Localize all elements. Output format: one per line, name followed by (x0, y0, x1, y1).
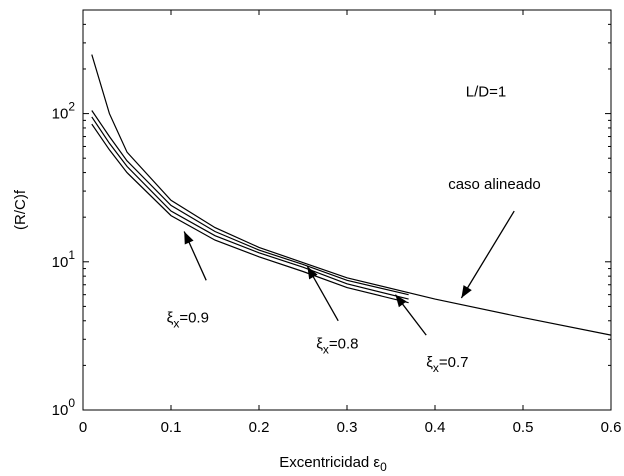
annotation-label: ξx=0.9 (167, 309, 209, 330)
series-line (91, 123, 409, 304)
plot-area (82, 9, 612, 411)
annotation-arrow-head (184, 231, 194, 245)
x-tick-label: 0.6 (601, 419, 622, 436)
annotation-label: ξx=0.7 (426, 354, 468, 375)
y-tick-label: 102 (52, 100, 76, 123)
annotation-arrow-head (395, 294, 407, 308)
x-tick-label: 0.3 (337, 419, 358, 436)
annotation-label: ξx=0.8 (316, 335, 358, 356)
series-line (91, 116, 409, 300)
x-axis-label-subscript: 0 (380, 460, 387, 474)
x-tick-label: 0.1 (161, 419, 182, 436)
series-line (91, 110, 409, 296)
x-tick-label: 0.4 (425, 419, 446, 436)
annotation-label: L/D=1 (466, 84, 506, 101)
x-tick-label: 0 (79, 419, 87, 436)
series-line (91, 54, 612, 336)
x-axis-label-main: Excentricidad ε (279, 454, 380, 471)
annotation-arrow-head (307, 266, 318, 280)
x-axis-label: Excentricidad ε0 (279, 454, 387, 474)
annotation-arrow-shaft (460, 210, 515, 299)
annotation-arrow-head (461, 285, 472, 298)
y-axis-label: (R/C)f (12, 189, 29, 230)
y-tick-label: 100 (52, 396, 76, 419)
x-tick-label: 0.5 (513, 419, 534, 436)
x-tick-label: 0.2 (249, 419, 270, 436)
y-tick-label: 101 (52, 248, 76, 271)
annotation-label: caso alineado (448, 176, 541, 193)
